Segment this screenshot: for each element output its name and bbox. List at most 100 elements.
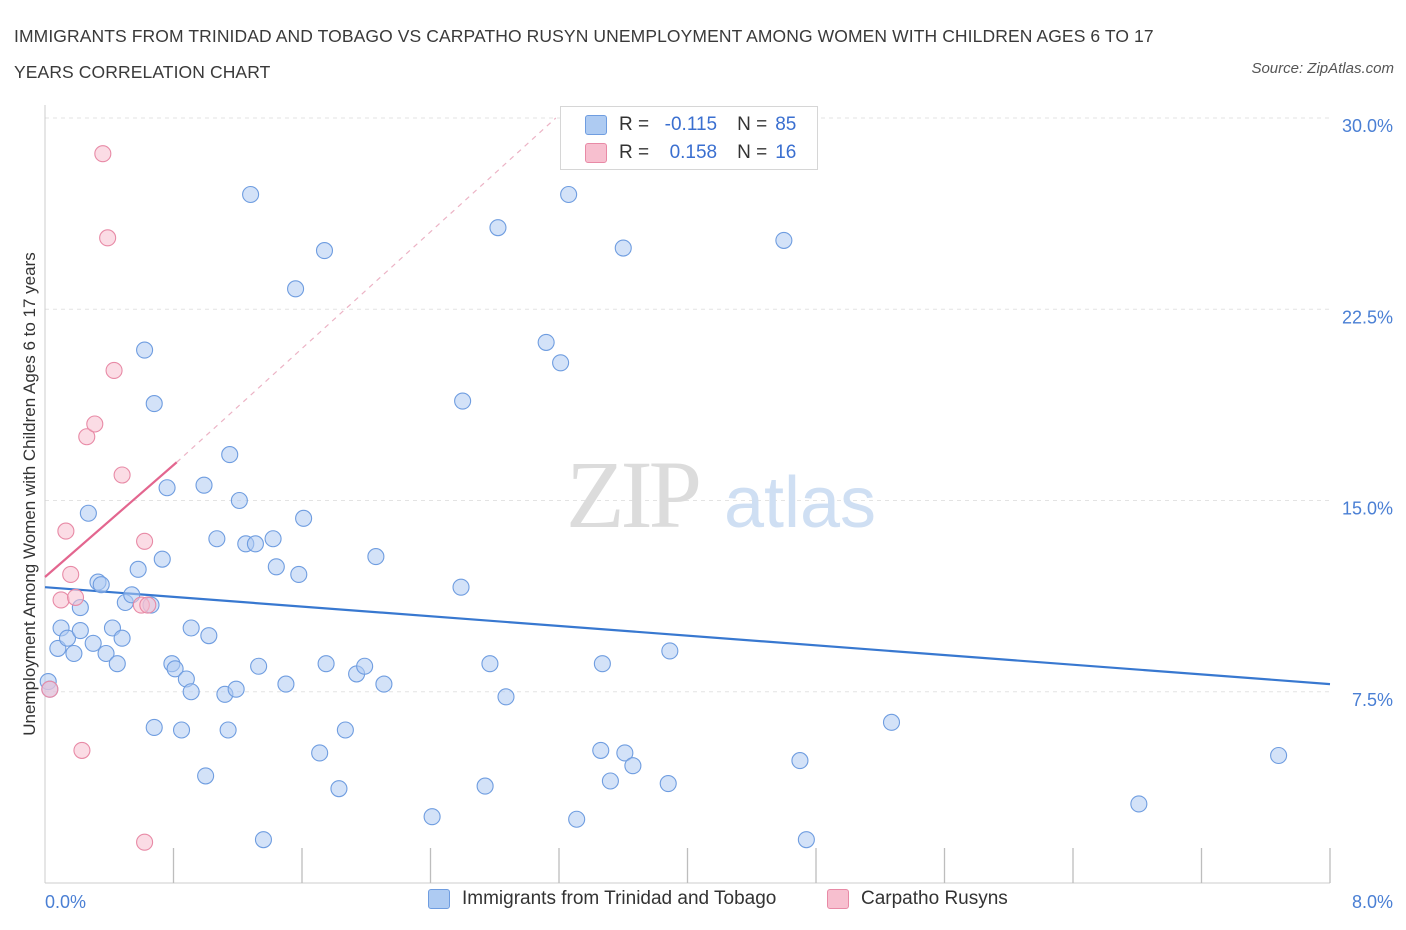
- legend-row-blue: R = -0.115 N = 85: [585, 112, 796, 138]
- data-point-blue: [481, 655, 499, 673]
- data-point-blue: [113, 629, 131, 647]
- watermark-atlas: atlas: [724, 463, 876, 543]
- data-point-blue: [452, 578, 470, 596]
- data-point-blue: [616, 744, 634, 762]
- data-point-pink: [73, 741, 91, 759]
- y-tick-label: 22.5%: [1342, 307, 1393, 327]
- data-point-blue: [537, 333, 555, 351]
- trend-extension-pink: [176, 117, 557, 463]
- data-point-blue: [195, 476, 213, 494]
- data-point-pink: [62, 565, 80, 584]
- series-legend-item-blue[interactable]: Immigrants from Trinidad and Tobago: [428, 888, 776, 910]
- data-point-blue: [336, 721, 354, 739]
- data-point-pink: [136, 532, 154, 550]
- data-point-blue: [145, 395, 163, 413]
- watermark-zip: ZIP: [566, 441, 699, 548]
- data-point-blue: [267, 558, 285, 576]
- data-point-blue: [659, 774, 677, 793]
- data-point-blue: [65, 644, 83, 663]
- data-point-blue: [882, 713, 901, 731]
- legend-r-value-blue: -0.115: [664, 114, 718, 135]
- data-point-blue: [71, 621, 89, 640]
- data-point-blue: [356, 657, 374, 675]
- series-legend-item-pink[interactable]: Carpatho Rusyns: [827, 888, 1008, 910]
- x-tick-label: 8.0%: [1352, 892, 1393, 912]
- data-points: [39, 145, 1288, 851]
- data-point-blue: [797, 831, 815, 849]
- data-point-blue: [182, 683, 200, 701]
- legend-r-label: R =: [619, 142, 650, 163]
- chart-title: IMMIGRANTS FROM TRINIDAD AND TOBAGO VS C…: [14, 26, 1154, 82]
- data-point-pink: [78, 428, 96, 446]
- data-point-blue: [277, 675, 295, 693]
- watermark: ZIP atlas: [566, 441, 876, 548]
- data-point-blue: [129, 560, 147, 578]
- data-point-blue: [311, 744, 329, 762]
- data-point-blue: [375, 675, 393, 693]
- data-point-blue: [219, 721, 237, 739]
- data-point-blue: [246, 535, 264, 553]
- data-point-blue: [254, 831, 273, 849]
- data-point-blue: [153, 550, 171, 568]
- x-tick-label: 0.0%: [45, 892, 86, 912]
- data-point-blue: [158, 479, 176, 497]
- data-point-pink: [94, 145, 112, 163]
- legend-swatch-blue: [585, 115, 607, 135]
- data-point-blue: [172, 721, 191, 739]
- data-point-blue: [315, 242, 334, 260]
- data-point-blue: [791, 752, 809, 770]
- data-point-blue: [367, 548, 385, 566]
- data-point-blue: [250, 657, 268, 675]
- data-point-pink: [57, 522, 75, 540]
- data-point-blue: [661, 642, 679, 660]
- data-point-blue: [242, 185, 260, 204]
- data-point-blue: [454, 392, 472, 410]
- data-point-pink: [99, 229, 117, 247]
- data-point-blue: [1270, 746, 1288, 765]
- series-legend: Immigrants from Trinidad and Tobago Carp…: [0, 888, 1406, 918]
- data-point-blue: [593, 655, 611, 673]
- trend-line-pink: [44, 461, 178, 578]
- data-point-blue: [84, 634, 102, 652]
- data-point-blue: [227, 680, 245, 698]
- data-point-blue: [145, 718, 163, 737]
- data-point-blue: [166, 660, 184, 678]
- data-point-blue: [592, 741, 610, 759]
- y-tick-label: 30.0%: [1342, 116, 1393, 136]
- legend-n-value-blue: 85: [775, 114, 797, 135]
- data-point-blue: [295, 509, 313, 527]
- data-point-blue: [497, 688, 515, 706]
- source-note: Source: ZipAtlas.com: [1251, 60, 1394, 77]
- correlation-legend: R = -0.115 N = 85 R = 0.158 N = 16: [560, 106, 818, 170]
- data-point-pink: [136, 833, 154, 851]
- data-point-blue: [264, 530, 282, 548]
- data-point-blue: [568, 810, 586, 828]
- series-swatch-blue: [428, 889, 450, 909]
- data-point-blue: [208, 530, 226, 548]
- data-point-blue: [230, 491, 248, 510]
- data-point-blue: [58, 629, 77, 647]
- axes: [44, 105, 1331, 884]
- data-point-pink: [113, 466, 131, 484]
- series-label-blue: Immigrants from Trinidad and Tobago: [462, 888, 777, 909]
- tick-labels: 7.5% 15.0% 22.5% 30.0% 0.0% 8.0%: [45, 116, 1393, 912]
- data-point-blue: [92, 576, 110, 594]
- data-point-blue: [560, 185, 578, 204]
- data-point-blue: [601, 772, 619, 790]
- data-point-pink: [86, 415, 104, 433]
- trend-line-blue: [44, 586, 1331, 686]
- series-label-pink: Carpatho Rusyns: [861, 888, 1008, 909]
- data-point-blue: [624, 757, 642, 775]
- legend-row-pink: R = 0.158 N = 16: [585, 140, 796, 166]
- gridlines: [45, 117, 1330, 693]
- data-point-blue: [489, 219, 507, 237]
- legend-r-label: R =: [619, 114, 650, 135]
- data-point-blue: [221, 446, 239, 464]
- data-point-blue: [182, 619, 200, 637]
- data-point-blue: [1130, 795, 1148, 813]
- data-point-blue: [97, 644, 115, 663]
- data-point-blue: [552, 354, 570, 372]
- legend-n-label: N =: [737, 114, 768, 135]
- data-point-pink: [41, 680, 59, 698]
